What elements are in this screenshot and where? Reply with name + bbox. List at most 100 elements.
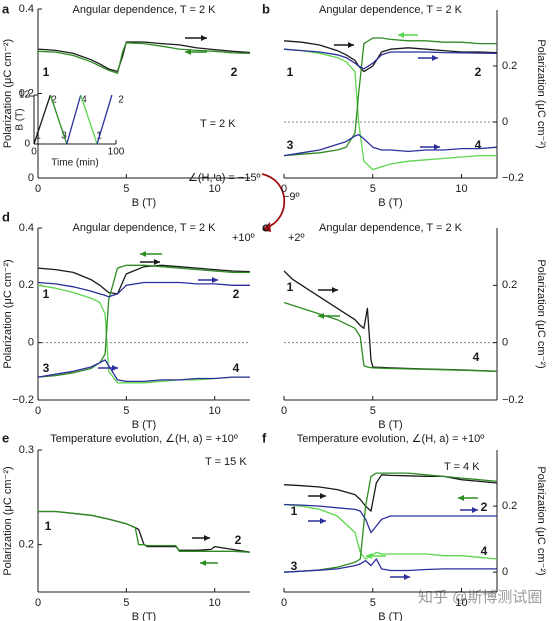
branch-label: 4 bbox=[475, 138, 482, 152]
data-line bbox=[37, 281, 250, 298]
y-axis-label: Polarization (μC cm⁻²) bbox=[2, 466, 14, 575]
x-tick-label: 0 bbox=[281, 597, 287, 609]
direction-arrow-head bbox=[320, 518, 326, 524]
y-tick-label: 0.4 bbox=[19, 222, 34, 234]
panel-letter: b bbox=[262, 1, 270, 16]
note: T = 4 K bbox=[444, 461, 480, 473]
data-line bbox=[66, 94, 82, 145]
data-line bbox=[49, 94, 68, 145]
y-tick-label: −0.2 bbox=[502, 394, 524, 406]
y-axis-label: Polarization (μC cm⁻²) bbox=[535, 466, 547, 575]
direction-arrow-head bbox=[200, 560, 206, 566]
data-line bbox=[33, 94, 52, 145]
x-tick-label: 5 bbox=[370, 183, 376, 195]
direction-arrow-head bbox=[212, 277, 218, 283]
y-axis-label: Polarization (μC cm⁻²) bbox=[2, 39, 14, 148]
x-axis-label: B (T) bbox=[378, 197, 402, 209]
y-axis-label: Polarization (μC cm⁻²) bbox=[535, 39, 547, 148]
data-line bbox=[283, 48, 497, 171]
y-tick-label: 0.2 bbox=[502, 60, 517, 72]
y-tick-label: 0 bbox=[24, 139, 30, 150]
x-tick-label: 5 bbox=[123, 597, 129, 609]
y-tick-label: 0 bbox=[502, 337, 508, 349]
branch-label: 4 bbox=[81, 95, 87, 106]
branch-label: 3 bbox=[287, 138, 294, 152]
branch-label: 4 bbox=[233, 361, 240, 375]
x-axis-label: B (T) bbox=[378, 419, 402, 431]
branch-label: 2 bbox=[233, 287, 240, 301]
direction-arrow-head bbox=[398, 32, 404, 38]
data-line bbox=[37, 264, 251, 295]
x-axis-label: Time (min) bbox=[51, 158, 98, 169]
y-tick-label: 0.2 bbox=[502, 279, 517, 291]
data-line bbox=[283, 472, 498, 573]
branch-label: 2 bbox=[235, 533, 242, 547]
x-axis-label: B (T) bbox=[132, 197, 156, 209]
x-tick-label: 0 bbox=[35, 183, 41, 195]
direction-arrow-head bbox=[140, 251, 146, 257]
x-tick-label: 5 bbox=[123, 405, 129, 417]
x-tick-label: 0 bbox=[281, 405, 287, 417]
data-line bbox=[283, 503, 497, 534]
y-tick-label: 0 bbox=[28, 172, 34, 184]
watermark: 知乎 @斯博测试圈 bbox=[418, 589, 542, 606]
data-line bbox=[283, 503, 498, 560]
direction-arrow-head bbox=[201, 35, 207, 41]
data-line bbox=[283, 558, 497, 573]
direction-arrow-head bbox=[332, 287, 338, 293]
x-tick-label: 10 bbox=[209, 183, 221, 195]
rotation-arrow-head bbox=[262, 222, 271, 232]
panel-title: Angular dependence, T = 2 K bbox=[319, 222, 463, 234]
x-tick-label: 10 bbox=[209, 597, 221, 609]
branch-label: 1 bbox=[45, 519, 52, 533]
branch-label: 2 bbox=[475, 65, 482, 79]
x-tick-label: 5 bbox=[123, 183, 129, 195]
branch-label: 4 bbox=[481, 544, 488, 558]
note: T = 2 K bbox=[200, 118, 236, 130]
x-tick-label: 5 bbox=[370, 405, 376, 417]
panel-letter: c bbox=[262, 219, 269, 234]
x-tick-label: 0 bbox=[35, 597, 41, 609]
y-axis-label: B (T) bbox=[15, 108, 26, 130]
data-line bbox=[96, 94, 113, 145]
data-line bbox=[283, 48, 498, 70]
data-line bbox=[80, 94, 98, 145]
panel-title: Temperature evolution, ∠(H, a) = +10º bbox=[297, 433, 485, 445]
angle-label: +10º bbox=[232, 232, 255, 244]
branch-label: 2 bbox=[118, 95, 124, 106]
data-line bbox=[37, 42, 251, 74]
x-axis-label: B (T) bbox=[132, 611, 156, 621]
direction-arrow-head bbox=[404, 574, 410, 580]
branch-label: 1 bbox=[43, 287, 50, 301]
direction-arrow-head bbox=[366, 553, 372, 559]
data-line bbox=[283, 37, 497, 157]
branch-label: 3 bbox=[43, 361, 50, 375]
data-line bbox=[37, 284, 250, 384]
branch-label: 4 bbox=[473, 350, 480, 364]
y-axis-label: Polarization (μC cm⁻²) bbox=[2, 259, 14, 368]
y-tick-label: 0.2 bbox=[19, 279, 34, 291]
angle-label: −9º bbox=[283, 191, 300, 203]
y-axis-label: Polarization (μC cm⁻²) bbox=[535, 259, 547, 368]
direction-arrow-head bbox=[185, 49, 191, 55]
panel-title: Temperature evolution, ∠(H, a) = +10º bbox=[50, 433, 238, 445]
x-axis-label: B (T) bbox=[132, 419, 156, 431]
x-tick-label: 0 bbox=[281, 183, 287, 195]
data-line bbox=[37, 359, 250, 383]
panel-letter: d bbox=[2, 209, 10, 224]
panel-title: Angular dependence, T = 2 K bbox=[72, 4, 216, 16]
data-line bbox=[37, 264, 250, 378]
branch-label: 2 bbox=[231, 65, 238, 79]
direction-arrow-head bbox=[318, 313, 324, 319]
y-tick-label: 0.2 bbox=[502, 500, 517, 512]
x-axis-label: B (T) bbox=[378, 611, 402, 621]
direction-arrow-head bbox=[458, 495, 464, 501]
branch-label: 2 bbox=[51, 95, 57, 106]
direction-arrow-head bbox=[432, 55, 438, 61]
y-tick-label: 0.2 bbox=[19, 87, 34, 99]
y-tick-label: −0.2 bbox=[12, 394, 34, 406]
direction-arrow-head bbox=[472, 507, 478, 513]
data-line bbox=[38, 510, 251, 553]
rotation-arrow bbox=[261, 173, 286, 229]
